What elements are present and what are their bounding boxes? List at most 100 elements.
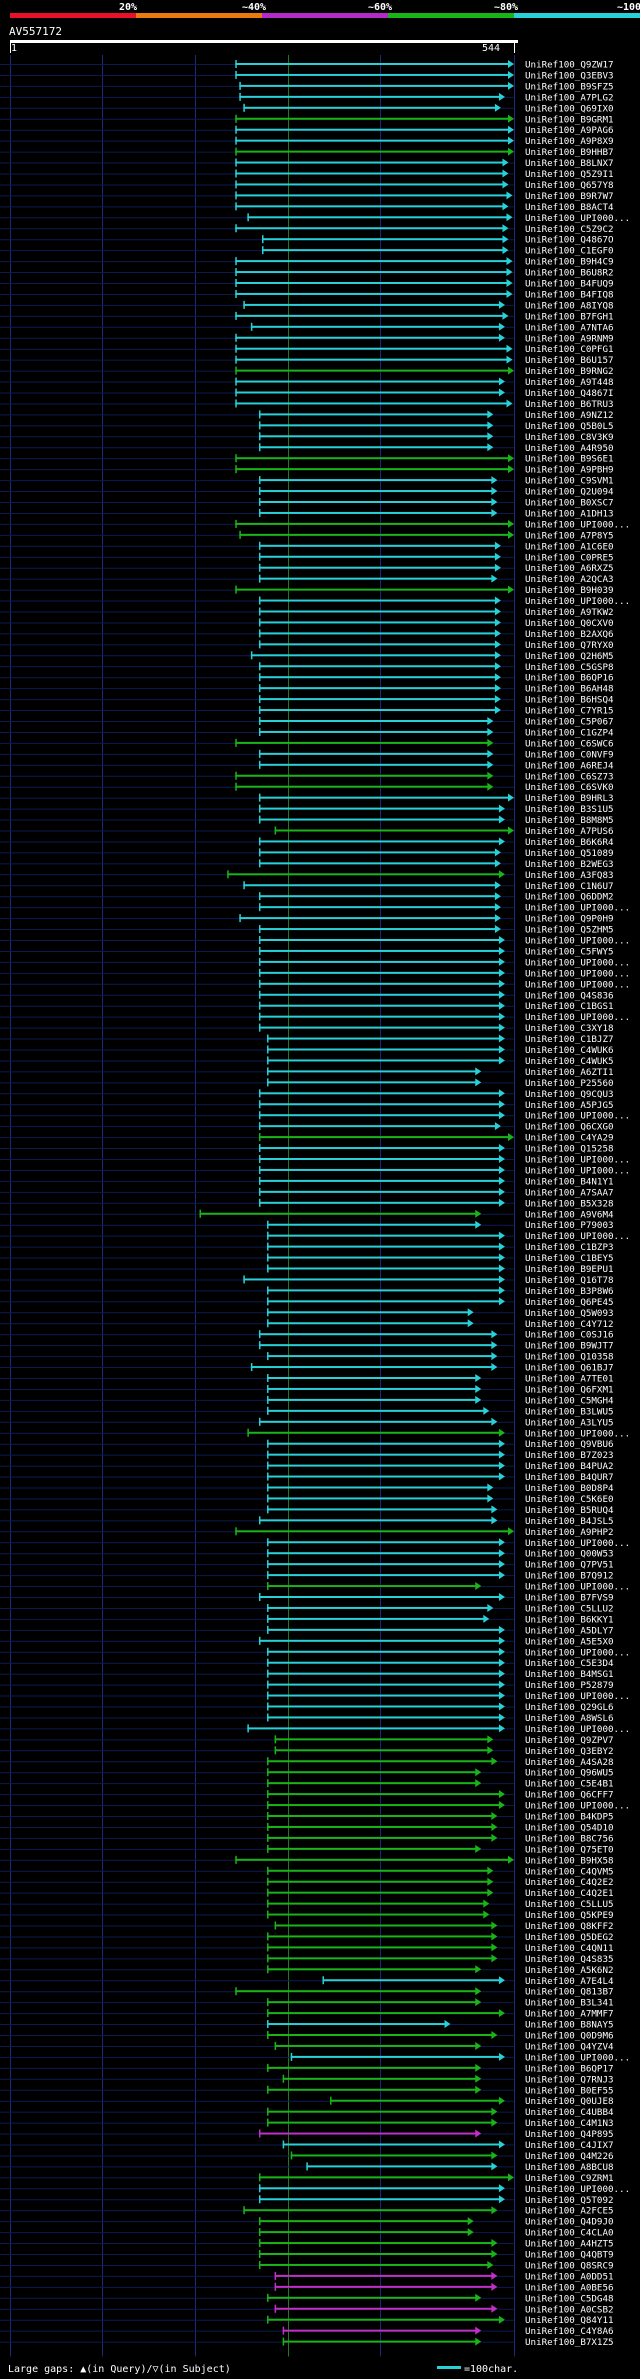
- hit-id-label[interactable]: UniRef100_C8V3K9: [525, 432, 614, 443]
- hit-bar[interactable]: [274, 2044, 478, 2047]
- hit-row[interactable]: UniRef100_B6U8R2: [0, 268, 614, 279]
- hit-id-label[interactable]: UniRef100_UPI000...: [525, 1012, 630, 1023]
- hit-id-label[interactable]: UniRef100_C4JIX7: [525, 2140, 614, 2151]
- hit-row[interactable]: UniRef100_UPI000...: [0, 1428, 630, 1439]
- hit-row[interactable]: UniRef100_B4FIQ8: [0, 289, 614, 300]
- hit-row[interactable]: UniRef100_B5X328: [0, 1198, 614, 1209]
- hit-row[interactable]: UniRef100_A7MMF7: [0, 2009, 614, 2020]
- hit-bar[interactable]: [247, 216, 509, 219]
- hit-row[interactable]: UniRef100_B7Z023: [0, 1450, 614, 1461]
- hit-id-label[interactable]: UniRef100_B8ACT4: [525, 202, 614, 213]
- hit-bar[interactable]: [267, 1234, 501, 1237]
- hit-row[interactable]: UniRef100_Q7RYX0: [0, 640, 614, 651]
- hit-id-label[interactable]: UniRef100_B9GRM1: [525, 114, 614, 125]
- hit-bar[interactable]: [290, 2154, 494, 2157]
- hit-row[interactable]: UniRef100_B6TRU3: [0, 399, 614, 410]
- hit-id-label[interactable]: UniRef100_C5FWY5: [525, 946, 614, 957]
- hit-bar[interactable]: [258, 730, 490, 733]
- hit-id-label[interactable]: UniRef100_Q813B7: [525, 1987, 614, 1998]
- hit-row[interactable]: UniRef100_C1N6U7: [0, 881, 614, 892]
- hit-id-label[interactable]: UniRef100_UPI000...: [525, 1165, 630, 1176]
- hit-row[interactable]: UniRef100_C1BEY5: [0, 1253, 614, 1264]
- hit-id-label[interactable]: UniRef100_A9T448: [525, 377, 614, 388]
- hit-row[interactable]: UniRef100_C5LLU5: [0, 1899, 614, 1910]
- hit-id-label[interactable]: UniRef100_C5E3D4: [525, 1658, 614, 1669]
- hit-id-label[interactable]: UniRef100_UPI000...: [525, 903, 630, 914]
- hit-bar[interactable]: [258, 949, 501, 952]
- hit-row[interactable]: UniRef100_UPI000...: [0, 1801, 630, 1812]
- hit-bar[interactable]: [258, 1103, 501, 1106]
- hit-bar[interactable]: [274, 2307, 494, 2310]
- hit-row[interactable]: UniRef100_Q4QBT9: [0, 2250, 614, 2261]
- hit-row[interactable]: UniRef100_UPI000...: [0, 936, 630, 947]
- hit-id-label[interactable]: UniRef100_A2QCA3: [525, 574, 614, 585]
- hit-row[interactable]: UniRef100_C4JIX7: [0, 2140, 614, 2151]
- hit-bar[interactable]: [258, 1092, 501, 1095]
- hit-bar[interactable]: [258, 501, 494, 503]
- hit-id-label[interactable]: UniRef100_C0PFG1: [525, 344, 614, 355]
- hit-bar[interactable]: [258, 490, 494, 493]
- hit-bar[interactable]: [267, 1464, 501, 1467]
- hit-bar[interactable]: [258, 752, 490, 755]
- hit-bar[interactable]: [267, 1672, 501, 1675]
- hit-bar[interactable]: [258, 1344, 494, 1347]
- hit-bar[interactable]: [267, 1902, 486, 1905]
- hit-row[interactable]: UniRef100_Q4867I: [0, 388, 614, 399]
- hit-row[interactable]: UniRef100_UPI000...: [0, 519, 630, 530]
- hit-bar[interactable]: [258, 1158, 501, 1160]
- hit-bar[interactable]: [258, 1136, 510, 1139]
- hit-row[interactable]: UniRef100_UPI000...: [0, 1155, 630, 1166]
- hit-row[interactable]: UniRef100_Q7RNJ3: [0, 2074, 614, 2085]
- hit-id-label[interactable]: UniRef100_A9V6M4: [525, 1209, 614, 1220]
- hit-bar[interactable]: [258, 1519, 494, 1522]
- hit-bar[interactable]: [267, 1541, 501, 1544]
- hit-row[interactable]: UniRef100_B4PUA2: [0, 1461, 614, 1472]
- hit-bar[interactable]: [258, 599, 497, 602]
- hit-row[interactable]: UniRef100_Q5KPE9: [0, 1910, 614, 1921]
- hit-id-label[interactable]: UniRef100_A6ZTI1: [525, 1067, 614, 1078]
- hit-row[interactable]: UniRef100_B9S6E1: [0, 454, 614, 465]
- hit-bar[interactable]: [267, 1836, 494, 1839]
- hit-bar[interactable]: [267, 1804, 501, 1807]
- hit-id-label[interactable]: UniRef100_A9NZ12: [525, 410, 614, 421]
- hit-row[interactable]: UniRef100_Q4P895: [0, 2129, 614, 2140]
- hit-bar[interactable]: [258, 424, 490, 427]
- hit-id-label[interactable]: UniRef100_UPI000...: [525, 1538, 630, 1549]
- hit-bar[interactable]: [258, 1596, 501, 1598]
- hit-id-label[interactable]: UniRef100_A0CSB2: [525, 2304, 614, 2315]
- hit-id-label[interactable]: UniRef100_B9SFZ5: [525, 81, 614, 92]
- hit-id-label[interactable]: UniRef100_A9PBH9: [525, 465, 614, 476]
- hit-id-label[interactable]: UniRef100_A1DH13: [525, 508, 614, 519]
- hit-row[interactable]: UniRef100_C5E3D4: [0, 1658, 614, 1669]
- hit-id-label[interactable]: UniRef100_UPI000...: [525, 968, 630, 979]
- hit-row[interactable]: UniRef100_Q4YZV4: [0, 2041, 614, 2052]
- hit-bar[interactable]: [258, 413, 490, 416]
- hit-row[interactable]: UniRef100_A3FQ83: [0, 870, 614, 881]
- hit-bar[interactable]: [267, 2066, 478, 2069]
- hit-row[interactable]: UniRef100_B7FVS9: [0, 1593, 614, 1604]
- hit-id-label[interactable]: UniRef100_Q5T092: [525, 2195, 614, 2206]
- hit-bar[interactable]: [258, 1004, 501, 1007]
- hit-bar[interactable]: [235, 205, 505, 208]
- hit-row[interactable]: UniRef100_Q6FXM1: [0, 1384, 614, 1395]
- hit-bar[interactable]: [267, 1705, 501, 1708]
- hit-row[interactable]: UniRef100_B6HSQ4: [0, 695, 614, 706]
- hit-row[interactable]: UniRef100_C4YA29: [0, 1133, 614, 1144]
- hit-bar[interactable]: [258, 1125, 497, 1128]
- hit-bar[interactable]: [258, 1420, 494, 1423]
- hit-row[interactable]: UniRef100_A7SAA7: [0, 1187, 614, 1198]
- hit-id-label[interactable]: UniRef100_C0NVF9: [525, 749, 614, 760]
- hit-row[interactable]: UniRef100_C0PRE5: [0, 552, 614, 563]
- hit-id-label[interactable]: UniRef100_A4HZT5: [525, 2239, 614, 2250]
- hit-bar[interactable]: [258, 2198, 501, 2201]
- hit-id-label[interactable]: UniRef100_Q15258: [525, 1144, 614, 1155]
- hit-id-label[interactable]: UniRef100_Q4867O: [525, 235, 614, 246]
- hit-row[interactable]: UniRef100_A7TE01: [0, 1374, 614, 1385]
- hit-row[interactable]: UniRef100_Q8KFF2: [0, 1921, 614, 1932]
- hit-row[interactable]: UniRef100_C5E4B1: [0, 1779, 614, 1790]
- hit-bar[interactable]: [247, 1431, 501, 1434]
- hit-id-label[interactable]: UniRef100_C4Q2E2: [525, 1877, 614, 1888]
- hit-bar[interactable]: [235, 260, 509, 263]
- hit-id-label[interactable]: UniRef100_Q9ZPV7: [525, 1735, 614, 1746]
- hit-id-label[interactable]: UniRef100_A7PLG2: [525, 92, 614, 103]
